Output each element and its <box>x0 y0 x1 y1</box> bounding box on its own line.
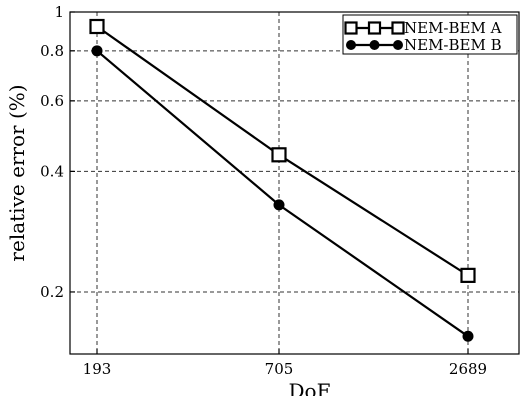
series-a <box>89 18 476 283</box>
y-axis-label: relative error (%) <box>5 84 29 261</box>
series-line <box>96 49 469 338</box>
legend-marker <box>344 21 358 35</box>
data-point <box>271 147 287 163</box>
axis-ticks: 193 705 2689 0.2 0.4 0.6 0.8 1 <box>40 3 487 378</box>
legend-marker <box>367 21 382 35</box>
series-b <box>91 45 474 342</box>
data-point <box>462 330 474 342</box>
grid <box>70 12 519 354</box>
y-tick-label: 0.8 <box>40 42 64 60</box>
legend-label: NEM-BEM B <box>404 36 502 54</box>
x-axis-label: DoF <box>289 379 331 396</box>
y-tick-label: 0.6 <box>40 92 64 110</box>
data-point <box>273 199 285 211</box>
y-tick-label: 0.2 <box>40 283 64 301</box>
legend-marker <box>393 40 403 50</box>
data-point <box>91 45 103 57</box>
x-tick-label: 705 <box>265 360 294 378</box>
y-tick-label: 0.4 <box>40 162 64 180</box>
x-tick-label: 193 <box>83 360 112 378</box>
y-tick-label: 1 <box>54 3 64 21</box>
legend-marker <box>369 40 380 50</box>
series-group <box>89 18 476 342</box>
x-tick-label: 2689 <box>449 360 487 378</box>
legend-marker <box>346 40 356 50</box>
legend-label: NEM-BEM A <box>404 19 502 37</box>
data-point <box>460 267 476 283</box>
legend-marker <box>391 21 405 35</box>
data-point <box>89 18 105 35</box>
plot-area-frame <box>69 11 520 355</box>
